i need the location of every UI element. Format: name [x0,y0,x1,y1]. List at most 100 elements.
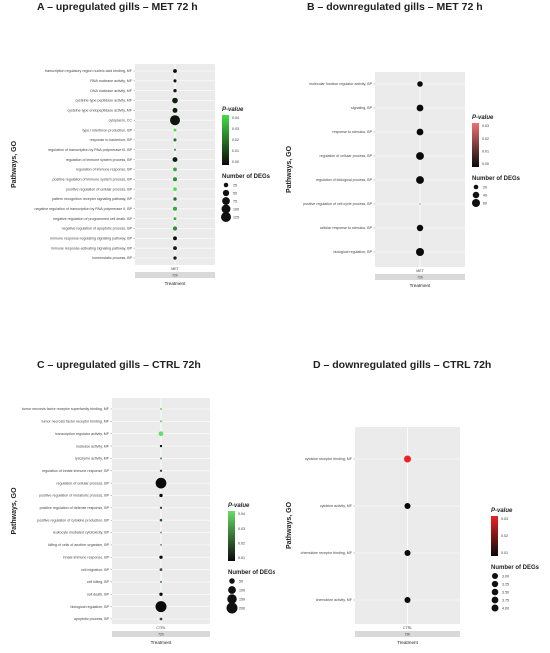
data-point [172,107,178,113]
data-point [159,457,163,460]
legend-color-tick: 0.01 [238,556,245,560]
legend-size-point [222,189,230,197]
y-tick-label: response to stimulus, BP [332,130,372,134]
panel-d-chart: CTRL 72h Treatment Pathways, GO cytokine rec… [286,427,540,645]
y-tick-label: transcription regulatory region nucleic … [45,69,133,73]
data-point [416,176,424,184]
y-tick-label: positive regulation of immune system pro… [53,177,133,181]
facet-strip [135,272,215,278]
y-tick-label: regulation of transcription by RNA polym… [48,148,132,152]
data-point [416,152,424,160]
legend-size-point [222,197,230,205]
data-point [173,177,177,182]
legend-size-tick: 20 [483,185,487,189]
data-point [404,502,411,510]
data-point [404,455,411,463]
legend-size-tick: 3.25 [502,582,509,586]
y-axis-title: Pathways, GO [286,501,293,549]
y-tick-label: cytoplasm, CC [109,118,133,122]
data-point [173,206,177,211]
data-point [159,407,163,411]
legend-color-bar [228,511,235,561]
y-tick-label: lysozyme activity, MF [75,457,110,461]
legend-color-bar [222,115,229,165]
legend-size-title: Number of DEGs [222,174,271,180]
data-point [155,601,167,613]
y-tick-label: transcription regulator activity, MF [55,432,109,436]
facet-strip [112,631,210,637]
legend-size-tick: 25 [233,183,237,187]
data-point [155,477,167,489]
data-point [173,167,177,172]
y-tick-label: biological regulation, BP [70,605,109,609]
data-point [172,97,178,104]
y-tick-label: cysteine-type peptidase activity, MF [75,99,132,103]
y-tick-label: chemokine activity, MF [316,598,353,602]
data-point [416,224,424,232]
legend-size-point [228,586,236,594]
legend-color-bar [491,516,498,556]
legend-color-tick: 0.03 [232,127,239,131]
y-tick-label: cytokine receptor binding, MF [305,457,353,461]
legend-size-tick: 100 [233,207,239,211]
legend-size-tick: 125 [233,215,239,219]
data-point [416,128,424,136]
panel-a: A – upregulated gills – MET 72 h MET 72h T… [0,0,275,326]
panel-d: D – downregulated gills – CTRL 72h CTRL 7… [275,326,550,653]
data-point [173,187,177,191]
data-point [159,617,163,621]
legend-size-point [227,594,237,604]
legend-size-point [472,199,480,207]
data-point [173,197,177,201]
panel-b-chart: MET 72h Treatment Pathways, GO molecular fun… [286,72,521,288]
legend-color-tick: 0.01 [501,551,508,555]
y-tick-label: tumor necrosis factor receptor binding, … [41,420,109,424]
data-point [173,128,177,132]
data-point [173,236,177,241]
y-tick-label: innate immune response, BP [63,555,110,559]
x-axis-title: Treatment [151,640,172,645]
legend-size-point [491,588,499,596]
legend-size-tick: 4.00 [502,606,509,610]
x-tick-label: MET [171,267,179,271]
legend-size-point [491,604,499,612]
data-point [173,148,177,151]
legend-color-tick: 0.04 [232,116,239,120]
y-tick-label: leukocyte mediated cytotoxicity, BP [53,531,110,535]
y-tick-label: cell death, BP [87,592,110,596]
data-point [417,81,423,87]
legend-size-point [491,580,499,588]
data-point [173,69,177,73]
legend-color-tick: 0.02 [238,542,245,546]
legend-size-point [226,602,238,614]
data-point [159,493,163,498]
y-tick-label: cell killing, BP [87,580,110,584]
data-point [172,226,178,231]
y-tick-label: DNA nuclease activity, MF [90,89,132,93]
y-tick-label: positive regulation of defense response,… [40,506,110,510]
data-point [173,256,177,260]
y-tick-label: RNA nuclease activity, MF [90,79,132,83]
data-point [159,518,163,522]
legend-size-point [221,212,231,222]
legend-color-tick: 0.04 [238,512,245,516]
data-point [159,568,163,571]
legend-color-title: P-value [228,503,250,509]
facet-strip-label: 72h [405,633,411,637]
legend-size-tick: 100 [239,588,245,592]
data-point [419,203,421,205]
data-point [159,580,163,583]
x-axis-title: Treatment [410,283,431,288]
legend-color-tick: 0.03 [238,527,245,531]
legend-size-point [223,182,229,188]
x-tick-label: CTRL [403,626,412,630]
panel-c: C – upregulated gills – CTRL 72h CTRL 72h… [0,326,275,653]
y-tick-label: cytokine activity, MF [320,504,353,508]
y-tick-label: type I interferon production, BP [82,128,132,132]
panel-b-title: B – downregulated gills – MET 72 h [307,1,483,13]
legend-color-tick: 0.01 [232,149,239,153]
y-tick-label: apoptotic process, BP [74,617,110,621]
legend-color-tick: 0.00 [482,162,489,166]
legend-color-tick: 0.01 [482,150,489,154]
panel-a-chart: MET 72h Treatment Pathways, GO transcription… [11,64,271,286]
